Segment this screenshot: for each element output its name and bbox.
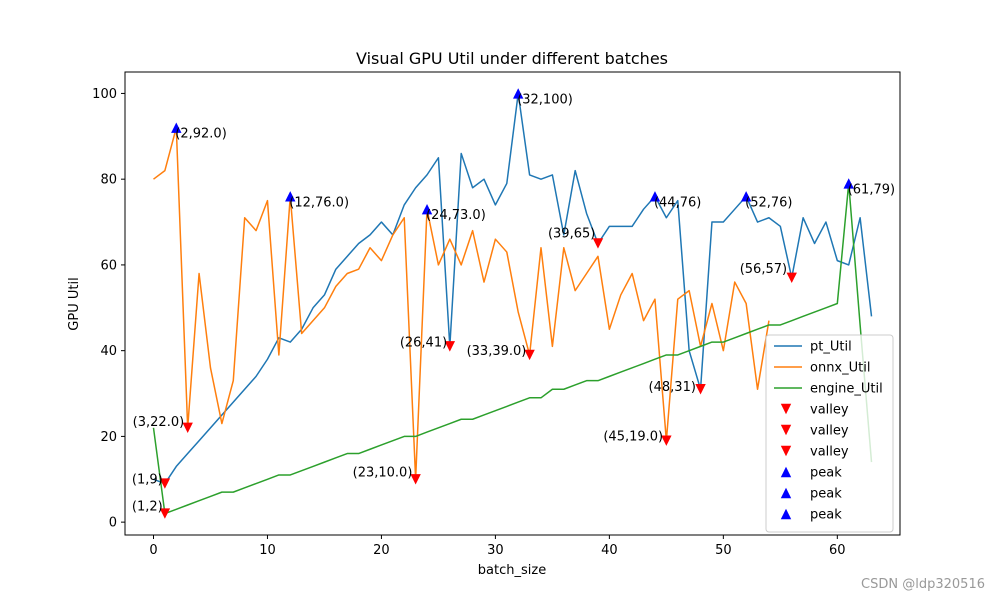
valley-annotation: (3,22.0) xyxy=(133,415,185,430)
legend-swatch xyxy=(780,424,792,436)
x-tick-label: 0 xyxy=(149,543,157,558)
peak-marker xyxy=(171,122,182,133)
peak-marker xyxy=(512,88,524,99)
legend-swatch xyxy=(780,403,792,415)
legend-label: peak xyxy=(810,508,842,523)
valley-marker xyxy=(592,238,604,249)
y-tick-label: 60 xyxy=(100,258,117,273)
series-line-pt-util xyxy=(153,92,873,485)
peak-annotation: (12,76.0) xyxy=(289,195,349,210)
y-tick-label: 0 xyxy=(109,516,117,531)
x-tick-label: 60 xyxy=(829,543,846,558)
peak-annotation: (24,73.0) xyxy=(426,208,486,223)
legend-swatch xyxy=(780,445,792,457)
legend-label: pt_Util xyxy=(810,340,852,355)
valley-marker xyxy=(786,272,797,283)
peak-marker xyxy=(649,191,661,202)
chart-title: Visual GPU Util under different batches xyxy=(356,49,668,68)
valley-marker xyxy=(695,384,706,395)
x-axis: 0 10 20 30 40 50 60 xyxy=(149,535,846,558)
x-axis-label: batch_size xyxy=(478,563,546,578)
legend-label: peak xyxy=(810,487,842,502)
valley-annotation: (1,9) xyxy=(132,473,163,488)
valley-annotation: (26,41) xyxy=(400,335,447,350)
peak-marker xyxy=(843,178,854,189)
y-tick-label: 100 xyxy=(92,87,117,102)
watermark: CSDN @ldp320516 xyxy=(861,577,985,592)
x-tick-label: 20 xyxy=(373,543,390,558)
y-tick-label: 20 xyxy=(100,430,117,445)
legend-label: engine_Util xyxy=(810,382,883,397)
legend-label: valley xyxy=(810,445,849,460)
y-tick-label: 40 xyxy=(100,344,117,359)
peak-annotation: (32,100) xyxy=(517,92,573,107)
valley-marker xyxy=(444,341,456,352)
legend-swatch xyxy=(780,487,792,499)
valley-annotation: (56,57) xyxy=(740,262,787,277)
x-tick-label: 30 xyxy=(487,543,504,558)
valley-marker xyxy=(661,435,672,446)
valley-marker xyxy=(182,422,193,434)
x-tick-label: 40 xyxy=(601,543,618,558)
y-axis: 0 20 40 60 80 100 xyxy=(92,87,125,531)
peak-marker xyxy=(285,191,296,202)
valley-annotation: (45,19.0) xyxy=(603,430,663,445)
x-tick-label: 50 xyxy=(715,543,732,558)
y-tick-label: 80 xyxy=(100,173,117,188)
peak-annotation: (61,79) xyxy=(848,182,895,197)
valley-marker xyxy=(410,474,421,485)
peak-marker xyxy=(740,191,752,202)
legend-label: onnx_Util xyxy=(810,361,870,376)
valley-annotation: (39,65) xyxy=(548,226,595,241)
legend-label: peak xyxy=(810,466,842,481)
valley-annotation: (23,10.0) xyxy=(353,465,413,480)
legend-swatch xyxy=(780,508,792,520)
valley-marker xyxy=(159,508,171,519)
y-axis-label: GPU Util xyxy=(67,277,82,330)
valley-annotation: (1,2) xyxy=(132,500,163,515)
legend-swatch xyxy=(780,466,792,478)
series-line-engine-util xyxy=(152,182,873,515)
plot-frame xyxy=(124,71,901,536)
valley-marker xyxy=(524,349,535,361)
valley-annotation: (33,39.0) xyxy=(467,344,527,359)
peak-marker xyxy=(421,203,433,215)
peak-annotation: (44,76) xyxy=(654,195,701,210)
plot-content: (1,9) (26,41) (39,65) (48,31) (56,57) (3,22.0… xyxy=(132,88,895,519)
x-tick-label: 10 xyxy=(259,543,276,558)
peak-annotation: (52,76) xyxy=(745,195,792,210)
valley-marker xyxy=(159,478,171,489)
legend-label: valley xyxy=(810,424,849,439)
peak-annotation: (2,92.0) xyxy=(175,127,227,142)
legend-box xyxy=(765,334,894,533)
valley-annotation: (48,31) xyxy=(649,380,696,395)
legend-label: valley xyxy=(810,403,849,418)
